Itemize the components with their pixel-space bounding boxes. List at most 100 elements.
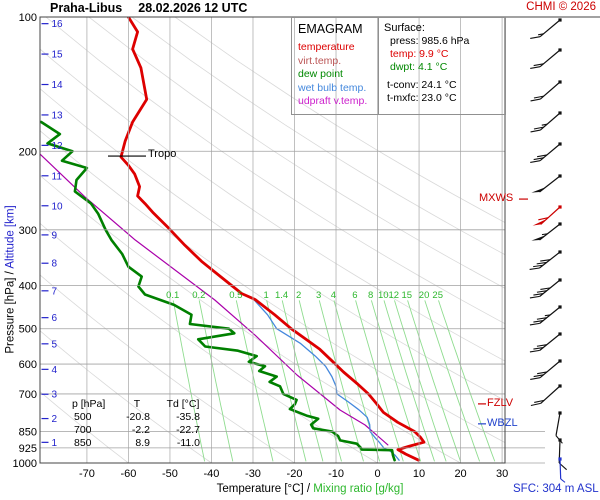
wind-barb-feather [533,264,544,268]
temperature-tick-label: -10 [328,468,344,480]
table-header: p [hPa] T Td [°C] [70,398,208,411]
wind-barb [529,332,562,353]
altitude-tick-label: 7 [52,286,58,297]
surface-row: press: 985.6 hPa [390,35,470,47]
mixing-ratio-label: 1.4 [275,290,288,301]
wind-barb-feather [530,160,541,163]
wind-barb-staff [559,458,562,480]
max-wind-label: MXWS [479,192,514,204]
dry-adiabat-line [45,17,505,325]
altitude-tick-label: 8 [52,259,58,270]
temperature-tick-label: -60 [120,468,136,480]
mixing-ratio-label: 20 [419,290,430,301]
wind-barb-staff [539,175,561,193]
wind-barb-staff [555,412,561,436]
mixing-ratio-line [407,300,461,462]
altitude-tick-label: 1 [52,438,58,449]
pressure-tick-label: 200 [19,146,37,158]
mixing-ratio-line [172,300,206,462]
wind-barb-feather [533,95,544,99]
wind-barb-half-feather [541,233,548,236]
pressure-tick-label: 850 [19,427,37,439]
temperature-tick-label: -30 [245,468,261,480]
wind-barb-feather [533,292,544,296]
temperature-tick-label: -40 [204,468,220,480]
wind-barb-feather [530,66,541,69]
surface-row: t-conv: 24.1 °C [387,79,457,91]
wind-barb [531,174,562,193]
wind-barb-feather [533,374,544,378]
mixing-ratio-label: 15 [402,290,413,301]
table-cell: 8.9 [135,437,150,449]
table-row: 700 -2.2 -22.7 [70,424,208,437]
dry-adiabat-line [131,17,505,256]
mixing-ratio-line [370,300,422,462]
table-header-cell: p [hPa] [72,398,106,410]
wind-barb-feather [536,290,547,293]
tropopause-label: Tropo [148,148,177,160]
surface-row: temp: 9.9 °C [390,48,449,60]
wind-barb-feather [530,98,541,102]
surface-row: t-mxfc: 23.0 °C [387,92,457,104]
table-cell: 700 [74,424,92,436]
copyright-label: CHMI © 2026 [526,1,596,13]
mixing-ratio-label: 3 [316,290,321,301]
wind-barb-feather [533,157,544,161]
wind-barb [530,111,562,133]
dry-adiabat-line [174,17,505,224]
altitude-tick-label: 11 [52,171,63,182]
temperature-tick-label: 20 [454,468,466,480]
wet-bulb-zero-label: WBZL [487,417,518,429]
mixing-ratio-label: 2 [296,290,301,301]
curve-wet-bulb-temperature [253,298,400,461]
wind-barb-feather [529,267,540,270]
x-axis-title: Temperature [°C] / Mixing ratio [g/kg] [160,483,460,495]
altitude-tick-label: 9 [52,230,58,241]
pressure-tick-label: 100 [19,12,37,24]
altitude-tick-label: 10 [52,201,64,212]
mixing-ratio-label: 0.1 [166,290,179,301]
table-header-cell: Td [°C] [166,398,200,410]
wind-barb-half-feather [541,123,548,126]
altitude-tick-label: 5 [52,339,58,350]
sounding-datetime: 28.02.2026 12 UTC [138,1,248,15]
altitude-tick-label: 3 [52,390,58,401]
wind-barb-half-feather [538,33,544,36]
wind-barb-column [529,18,567,483]
dry-adiabat-line [40,274,295,463]
x-axis-title-mixing: Mixing ratio [g/kg] [313,483,404,495]
y-axis-title-altitude: Altitude [km] [4,205,17,269]
wind-barb-feather [537,371,548,375]
mixing-ratio-label: 4 [331,290,336,301]
wind-barb-feather [536,344,547,347]
wind-barb [531,222,562,241]
wind-barb-feather [530,129,541,133]
wind-barb-half-feather [544,314,551,317]
mixing-ratio-label: 25 [432,290,443,301]
surface-box: Surface: press: 985.6 hPa temp: 9.9 °C dwp… [378,17,506,115]
mixing-ratio-line [424,300,481,462]
wind-barb [530,359,562,380]
wind-barb-feather [530,402,541,407]
temperature-tick-label: 30 [496,468,508,480]
surface-rows: press: 985.6 hPa temp: 9.9 °C dwpt: 4.1 °C… [384,35,505,105]
wind-barb-feather [536,317,547,320]
pressure-tick-label: 700 [19,389,37,401]
wind-barb-feather [529,295,540,299]
surface-row: dwpt: 4.1 °C [390,61,448,73]
wind-barb-feather [533,63,544,67]
altitude-tick-label: 14 [52,80,64,91]
wind-barb-staff [539,223,561,241]
mixing-ratio-label: 0.2 [192,290,205,301]
wind-barb-feather [529,322,540,326]
x-axis-title-sep: / [303,483,314,495]
station-name: Praha-Libus [50,1,123,15]
table-cell: -11.0 [176,437,200,449]
wind-barb-feather [530,36,541,39]
curve-temperature [119,17,426,462]
mixing-ratio-line [318,300,364,462]
temperature-tick-label: 0 [374,468,380,480]
wind-barb-feather [540,287,551,290]
pressure-tick-label: 300 [19,225,37,237]
